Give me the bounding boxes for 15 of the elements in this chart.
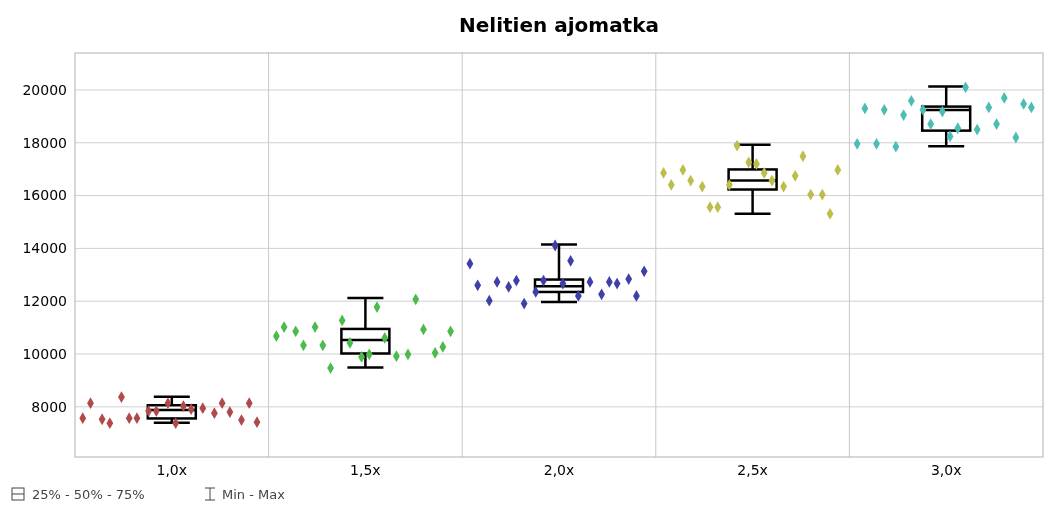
text: 25% - 50% - 75%: [32, 487, 145, 502]
y-tick-label: 14000: [22, 240, 67, 257]
chart-title: Nelitien ajomatka: [459, 13, 659, 37]
x-tick-label: 3,0x: [930, 462, 962, 478]
y-tick-label: 10000: [22, 345, 67, 362]
x-tick-label: 2,5x: [737, 462, 768, 478]
y-tick-label: 12000: [22, 293, 67, 310]
text: Min - Max: [222, 487, 286, 502]
x-tick-label: 1,0x: [156, 462, 188, 478]
y-tick-label: 20000: [22, 81, 67, 98]
x-tick-label: 1,5x: [350, 462, 381, 478]
y-tick-label: 18000: [22, 134, 67, 151]
y-tick-label: 16000: [22, 187, 67, 204]
y-tick-label: 8000: [31, 398, 67, 415]
x-tick-label: 2,0x: [543, 462, 575, 478]
